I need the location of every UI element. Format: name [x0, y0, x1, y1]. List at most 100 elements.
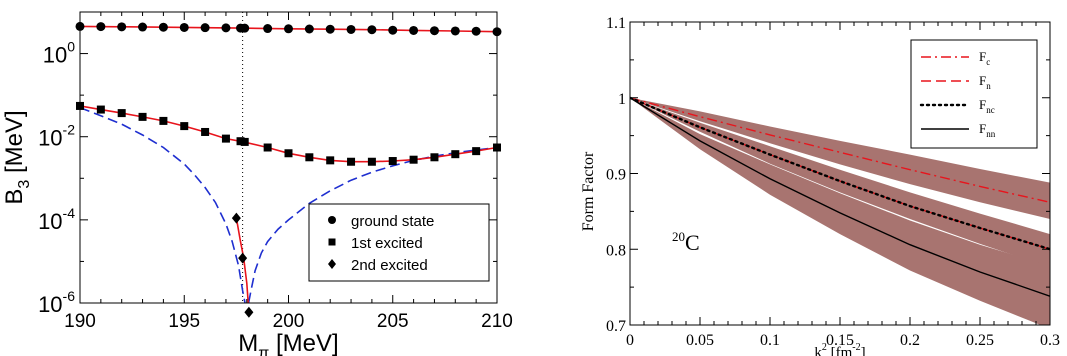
- form-factor-chart: 0 0.05 0.1 0.15 0.2 0.25 0.3 0.7 0.8 0.9 1 1.1 Fc Fn…: [580, 15, 1060, 356]
- ff-legend-box: [910, 39, 1038, 149]
- b3-series-group: [75, 12, 502, 318]
- ff-x-tick-label: 0.05: [686, 332, 714, 349]
- b3-y-axis-label: B3 [MeV]: [1, 110, 33, 204]
- ff-y-axis-label: Form Factor: [580, 151, 597, 231]
- b3-marker-circle: [429, 26, 439, 36]
- ff-band: [630, 97, 1050, 325]
- b3-marker-circle: [284, 24, 293, 34]
- b3-marker-circle: [96, 22, 106, 32]
- b3-marker-square: [430, 153, 439, 162]
- ff-y-tick-label: 1: [618, 91, 626, 108]
- b3-y-tick-label: 10-6: [38, 288, 75, 317]
- b3-legend-label: ground state: [351, 213, 434, 230]
- b3-tick-labels: 190 195 200 205 210 100 10-2 10-4 10-6: [38, 39, 513, 332]
- b3-x-tick-label: 190: [64, 311, 96, 332]
- b3-marker-circle: [138, 22, 148, 32]
- b3-legend-box: [308, 203, 490, 282]
- ff-legend-label: Fnc: [979, 97, 995, 115]
- b3-legend-label: 1st excited: [351, 235, 423, 252]
- b3-marker-square: [236, 137, 245, 146]
- ff-tick-labels: 0 0.05 0.1 0.15 0.2 0.25 0.3 0.7 0.8 0.9 1 1.1: [606, 15, 1060, 349]
- b3-marker-square: [240, 137, 249, 146]
- b3-marker-square: [409, 155, 418, 164]
- ff-x-tick-label: 0.1: [760, 332, 780, 349]
- ff-nucleus-annotation: 20C: [672, 229, 700, 255]
- b3-marker-diamond: [238, 252, 248, 264]
- b3-marker-square: [305, 153, 314, 162]
- b3-y-tick-label: 10-4: [38, 205, 75, 234]
- ff-y-tick-label: 0.9: [606, 167, 626, 184]
- b3-marker-circle: [367, 25, 377, 35]
- b3-marker-diamond: [244, 306, 254, 318]
- b3-marker-circle: [117, 22, 127, 32]
- b3-x-tick-label: 195: [168, 311, 200, 332]
- b3-marker-square: [117, 109, 126, 118]
- b3-marker-square: [472, 147, 481, 156]
- ff-x-tick-label: 0.15: [826, 332, 854, 349]
- b3-marker-circle: [240, 23, 250, 33]
- b3-marker-square: [96, 105, 105, 114]
- ff-band: [630, 97, 1050, 219]
- b3-marker-circle: [450, 26, 460, 36]
- ff-legend-label: Fc: [979, 49, 990, 67]
- b3-marker-circle: [221, 23, 231, 33]
- b3-marker-circle: [325, 24, 335, 34]
- ff-x-tick-label: 0.2: [900, 332, 920, 349]
- b3-marker-circle: [471, 26, 481, 36]
- b3-vs-mpi-chart: 190 195 200 205 210 100 10-2 10-4 10-6 ground st…: [1, 11, 513, 356]
- b3-marker-square: [326, 156, 335, 165]
- b3-x-axis-label: Mπ [MeV]: [238, 330, 338, 356]
- b3-axis-ticks: [79, 11, 498, 304]
- b3-marker-square: [347, 157, 356, 166]
- b3-marker-square: [367, 157, 376, 166]
- b3-marker-square: [263, 143, 272, 152]
- b3-marker-square: [201, 127, 210, 136]
- b3-dashed-curve: [80, 106, 497, 303]
- b3-marker-circle: [388, 25, 398, 35]
- ff-y-tick-label: 0.8: [606, 242, 626, 259]
- ff-x-tick-label: 0.25: [966, 332, 994, 349]
- b3-marker-diamond: [231, 212, 241, 224]
- b3-x-tick-label: 200: [273, 311, 305, 332]
- b3-legend: ground state 1st excited 2nd excited: [308, 203, 490, 282]
- b3-marker-circle: [304, 24, 314, 34]
- b3-y-tick-label: 10-2: [38, 122, 75, 151]
- b3-marker-circle: [179, 22, 189, 32]
- b3-markers: [75, 21, 502, 318]
- ff-line-nc: [630, 96, 1050, 251]
- b3-marker-square: [284, 149, 293, 158]
- b3-marker-circle: [158, 22, 168, 32]
- ff-legend-label: Fn: [979, 73, 991, 91]
- b3-marker-circle: [346, 24, 356, 34]
- ff-x-tick-label: 0.3: [1040, 332, 1060, 349]
- b3-marker-square: [159, 116, 168, 125]
- b3-legend-label: 2nd excited: [351, 257, 428, 274]
- ff-x-axis-label: k2 [fm-2]: [814, 342, 865, 356]
- b3-fit-curve: [235, 217, 250, 303]
- ff-legend: Fc Fn Fnc Fnn: [910, 39, 1038, 149]
- ff-x-tick-label: 0: [626, 332, 634, 349]
- ff-y-tick-label: 0.7: [606, 318, 626, 335]
- b3-x-tick-label: 210: [481, 311, 513, 332]
- ff-line-nn: [630, 97, 1050, 297]
- b3-y-tick-label: 100: [43, 39, 75, 68]
- b3-marker-square: [180, 122, 189, 131]
- ff-axis-ticks: [629, 21, 1051, 326]
- b3-marker-diamond: [328, 259, 336, 269]
- ff-y-tick-label: 1.1: [606, 15, 626, 32]
- ff-legend-label: Fnn: [979, 121, 996, 139]
- b3-marker-circle: [409, 25, 419, 35]
- b3-marker-square: [138, 112, 147, 121]
- b3-marker-square: [221, 134, 230, 143]
- b3-marker-square: [328, 238, 336, 246]
- ff-line-n: [630, 97, 1050, 250]
- ff-line-c: [630, 97, 1050, 203]
- b3-marker-circle: [328, 216, 336, 224]
- b3-marker-circle: [200, 23, 210, 33]
- ff-series-group: [630, 96, 1050, 297]
- b3-x-tick-label: 205: [377, 311, 409, 332]
- b3-marker-square: [388, 157, 397, 166]
- b3-marker-square: [451, 150, 460, 159]
- b3-marker-circle: [263, 24, 273, 34]
